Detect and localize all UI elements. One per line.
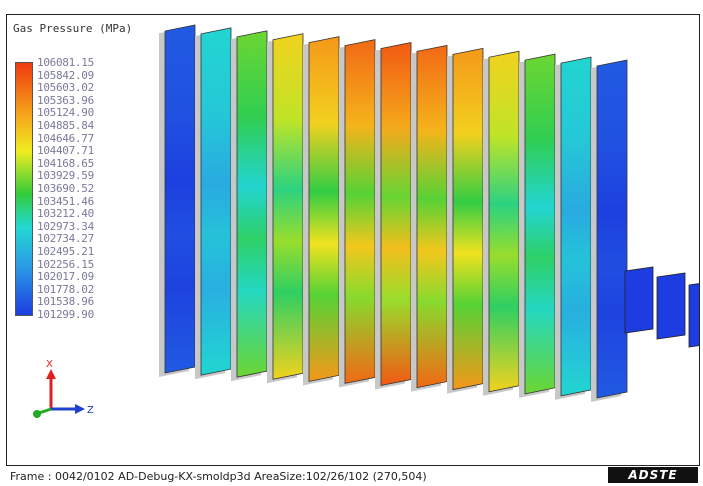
- pressure-plate: [272, 33, 304, 380]
- pressure-plate: [344, 39, 376, 384]
- pressure-plate: [200, 27, 232, 376]
- pressure-plate: [452, 47, 484, 391]
- legend-value-label: 106081.15: [37, 56, 94, 69]
- legend-value-label: 103690.52: [37, 182, 94, 195]
- y-axis-arrow-head: [33, 410, 41, 418]
- outlet-block: [624, 266, 654, 334]
- legend-value-label: 102017.09: [37, 270, 94, 284]
- pressure-plate: [416, 44, 448, 389]
- legend-value-label: 105124.90: [37, 106, 94, 120]
- pressure-plate: [308, 36, 340, 382]
- x-axis-label: X: [46, 359, 53, 370]
- legend-value-label: 104885.84: [37, 119, 94, 132]
- plot-title: Gas Pressure (MPa): [13, 22, 133, 35]
- legend-value-label: 105363.96: [37, 93, 94, 107]
- legend-value-label: 102256.15: [37, 257, 94, 271]
- legend-value-label: 104407.71: [37, 144, 94, 158]
- pressure-plate: [596, 59, 628, 399]
- outlet-block: [688, 283, 699, 348]
- legend-value-label: 101299.90: [37, 308, 94, 321]
- legend-color-bar: [15, 62, 33, 316]
- frame-info-text: Frame : 0042/0102 AD-Debug-KX-smoldp3d A…: [10, 470, 427, 483]
- pressure-plate: [488, 50, 520, 393]
- pressure-plate: [524, 53, 556, 395]
- legend-value-label: 104168.65: [37, 156, 94, 170]
- legend-value-label: 102734.27: [37, 232, 94, 246]
- z-axis-arrow-head: [75, 404, 85, 414]
- pressure-plate: [380, 42, 412, 386]
- pressure-plate: [236, 30, 268, 378]
- render-viewport[interactable]: Gas Pressure (MPa) 106081.15 105842.09 105…: [6, 14, 700, 466]
- legend-value-label: 101778.02: [37, 282, 94, 296]
- legend-value-label: 105603.02: [37, 81, 94, 95]
- legend-value-label: 101538.96: [37, 295, 94, 309]
- legend-value-label: 103451.46: [37, 194, 94, 208]
- y-axis-arrow: [38, 407, 52, 415]
- pressure-plate: [164, 24, 196, 374]
- plate-stack-scene: [159, 24, 699, 402]
- z-axis-label: Z: [87, 405, 94, 416]
- brand-logo: ADSTE: [608, 467, 698, 483]
- legend-value-label: 102495.21: [37, 245, 94, 258]
- legend-value-label: 102973.34: [37, 219, 94, 233]
- legend-value-label: 105842.09: [37, 68, 94, 82]
- outlet-block: [656, 272, 686, 340]
- status-bar: Frame : 0042/0102 AD-Debug-KX-smoldp3d A…: [6, 466, 700, 486]
- axis-triad: X Z: [33, 359, 94, 418]
- legend-value-label: 103212.40: [37, 207, 94, 221]
- pressure-plate: [560, 56, 592, 397]
- x-axis-arrow-head: [46, 369, 56, 379]
- legend-value-label: 104646.77: [37, 131, 94, 145]
- legend-value-label: 103929.59: [37, 169, 94, 183]
